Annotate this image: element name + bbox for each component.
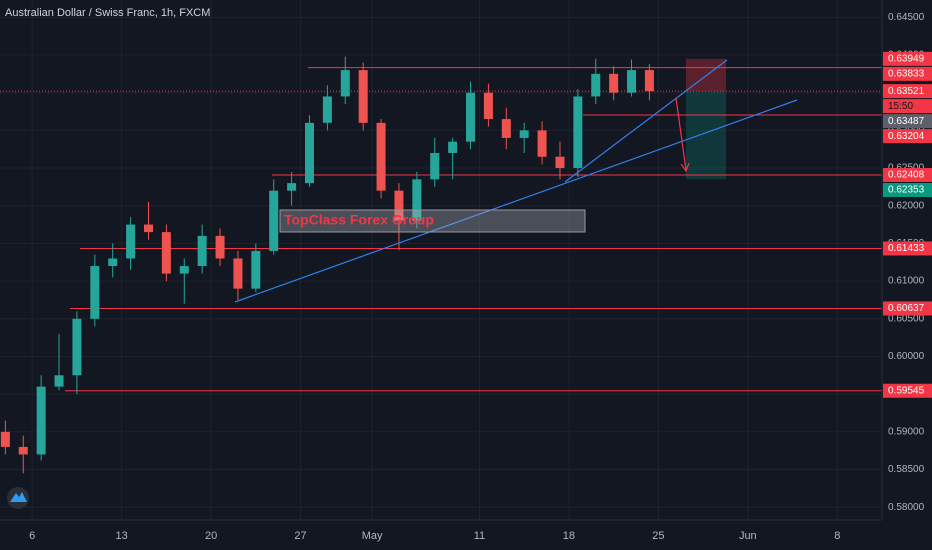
price-label-box — [883, 167, 932, 182]
candle-body — [197, 235, 207, 267]
candle-body — [322, 96, 332, 123]
price-label: 0.62408 — [888, 170, 925, 181]
candle-body — [0, 431, 10, 447]
candle-body — [483, 92, 493, 120]
candle-body — [555, 156, 565, 169]
x-tick-label: 20 — [205, 530, 217, 542]
chart-title: Australian Dollar / Swiss Franc, 1h, FXC… — [5, 7, 210, 19]
candle-body — [430, 152, 440, 180]
price-label: 0.59545 — [888, 385, 925, 396]
y-tick-label: 0.59000 — [888, 426, 925, 437]
candle-body — [501, 119, 511, 138]
candle-body — [537, 130, 547, 157]
logo — [7, 487, 29, 509]
candle-body — [591, 73, 601, 97]
x-tick-label: Jun — [739, 530, 757, 542]
price-label: 0.63487 — [888, 116, 925, 127]
x-tick-label: 18 — [563, 530, 575, 542]
price-label-box — [883, 66, 932, 81]
candle-body — [215, 235, 225, 259]
arrow — [675, 97, 687, 171]
price-label-box — [883, 301, 932, 316]
candle-body — [340, 70, 350, 97]
trend-line — [234, 99, 798, 303]
candle-body — [179, 266, 189, 274]
candle-body — [412, 179, 422, 221]
candle-body — [376, 122, 386, 191]
candle-body — [233, 258, 243, 289]
candle-body — [609, 73, 619, 93]
candle-body — [287, 183, 297, 191]
candle-body — [394, 190, 404, 221]
price-label-box — [883, 114, 932, 129]
x-tick-label: 27 — [294, 530, 306, 542]
price-label-box — [883, 51, 932, 66]
y-tick-label: 0.60000 — [888, 351, 925, 362]
x-tick-label: 11 — [474, 530, 485, 542]
price-label: 0.63949 — [888, 53, 925, 64]
y-tick-label: 0.60500 — [888, 313, 925, 324]
target-zone — [686, 91, 726, 180]
candle-body — [143, 224, 153, 233]
candle-body — [18, 446, 28, 455]
x-tick-label: 6 — [29, 530, 35, 542]
price-label: 0.63204 — [888, 131, 925, 142]
price-label-box — [883, 84, 932, 99]
price-label: 0.63833 — [888, 68, 925, 79]
candle-body — [466, 92, 476, 142]
y-tick-label: 0.62000 — [888, 200, 925, 211]
candle-body — [627, 70, 637, 93]
candle-body — [36, 386, 46, 455]
price-label: 0.60637 — [888, 303, 925, 314]
candle-body — [573, 96, 583, 169]
candle-body — [108, 258, 118, 267]
candle-body — [251, 250, 261, 289]
price-label: 0.62353 — [888, 185, 925, 196]
watermark-box — [279, 209, 586, 233]
candle-body — [519, 130, 529, 138]
y-tick-label: 0.61000 — [888, 276, 925, 287]
candle-body — [305, 122, 315, 184]
candle-body — [90, 266, 100, 319]
trend-line — [564, 59, 728, 183]
candle-body — [161, 232, 171, 274]
candle-body — [72, 318, 82, 376]
candle-body — [54, 375, 64, 387]
price-label-box — [883, 99, 932, 114]
price-label: 0.63521 — [888, 86, 925, 97]
candle-body — [269, 190, 279, 251]
candle-body — [126, 224, 136, 259]
arrow-head — [680, 162, 690, 173]
y-tick-label: 0.64500 — [888, 12, 925, 23]
price-label-box — [883, 383, 932, 398]
y-tick-label: 0.58500 — [888, 464, 925, 475]
x-tick-label: 13 — [116, 530, 128, 542]
y-tick-label: 0.58000 — [888, 502, 925, 513]
candle-body — [358, 70, 368, 123]
price-label-box — [883, 129, 932, 144]
candle-body — [644, 70, 654, 92]
candle-body — [448, 141, 458, 153]
watermark: TopClass Forex Group — [284, 212, 434, 228]
x-tick-label: May — [362, 530, 383, 542]
price-label: 15:50 — [888, 101, 913, 112]
price-label-box — [883, 241, 932, 256]
x-tick-label: 8 — [834, 530, 840, 542]
x-tick-label: 25 — [652, 530, 664, 542]
price-label-box — [883, 182, 932, 197]
price-label: 0.61433 — [888, 243, 925, 254]
logo-mark — [10, 492, 27, 502]
